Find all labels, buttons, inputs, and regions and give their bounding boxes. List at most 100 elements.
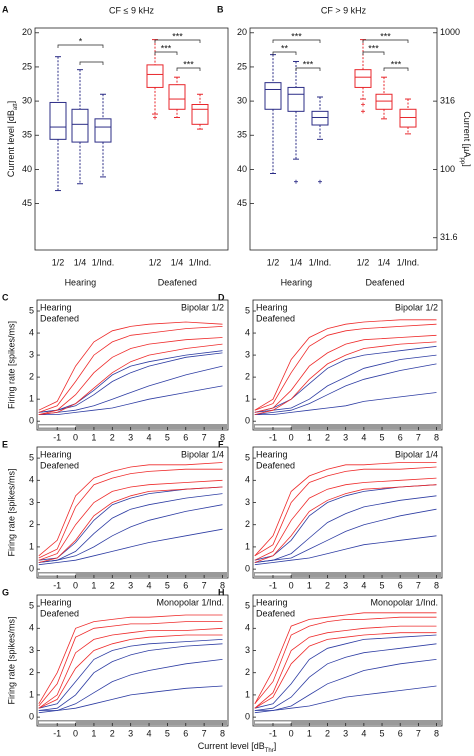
y-tick-label: 0 [29, 416, 34, 426]
box [354, 69, 372, 88]
y-tick-label: 5 [29, 600, 34, 610]
x-tick-label: 6 [398, 580, 403, 590]
y-tick-label: 1 [245, 541, 250, 551]
x-tick-label: 1 [307, 432, 312, 442]
y-tick-label: 0 [29, 711, 34, 721]
y-tick-label: 4 [29, 623, 34, 633]
rate-curve [254, 659, 437, 711]
x-tick-label: 1/4 [74, 257, 87, 267]
x-axis-label-sub: Thr [265, 748, 274, 754]
x-tick-label: 2 [325, 728, 330, 738]
group-label: Hearing [281, 277, 313, 287]
y-axis-label: Firing rate [spikes/ms] [6, 468, 16, 556]
legend-entry: Hearing [40, 302, 72, 312]
significance-label: *** [368, 43, 379, 53]
y-tick-label: 4 [245, 623, 250, 633]
box [264, 82, 282, 110]
y-tick-label: 5 [245, 600, 250, 610]
y-tick-label: 2 [29, 371, 34, 381]
x-tick-label: 1 [91, 432, 96, 442]
outlier [318, 179, 322, 184]
x-tick-label: 0 [289, 580, 294, 590]
x-tick-label: 5 [165, 432, 170, 442]
y-axis-label-end: ] [6, 101, 16, 104]
x-tick-label: 6 [398, 728, 403, 738]
panel-title: CF ≤ 9 kHz [109, 5, 154, 15]
x-tick-label: 3 [343, 580, 348, 590]
plot-frame [36, 594, 229, 727]
rate-curve [38, 639, 223, 709]
panel-title: Bipolar 1/4 [181, 449, 224, 459]
y-tick-label: 45 [22, 198, 32, 208]
x-tick-label: 8 [434, 728, 439, 738]
significance-label: *** [183, 59, 194, 69]
plot-frame [36, 299, 229, 431]
stimulus-bar [254, 572, 441, 577]
rate-curve [254, 477, 437, 561]
y-axis-label-sub: att [13, 103, 19, 110]
box [311, 110, 329, 126]
stimulus-bar-gap [39, 573, 76, 576]
rate-curve [38, 685, 223, 714]
rate-curve [254, 625, 437, 709]
rate-curve [38, 337, 223, 415]
x-tick-label: 5 [380, 728, 385, 738]
rate-curve [38, 493, 223, 563]
x-tick-label: -1 [269, 432, 277, 442]
legend-entry: Deafened [256, 460, 295, 470]
rate-curve [38, 343, 223, 415]
y-tick-label: 25 [22, 61, 32, 71]
x-tick-label: 1/4 [171, 257, 184, 267]
x-tick-label: 3 [128, 580, 133, 590]
significance-bracket [154, 51, 178, 55]
y-tick-label: 4 [29, 475, 34, 485]
x-tick-label: 5 [380, 432, 385, 442]
x-tick-label: 4 [147, 580, 152, 590]
rate-curve [254, 484, 437, 561]
box [399, 108, 417, 128]
x-tick-label: 8 [220, 580, 225, 590]
box [49, 101, 67, 140]
x-tick-label: 3 [128, 432, 133, 442]
stimulus-bar-gap [39, 425, 76, 428]
legend-entry: Deafened [40, 313, 79, 323]
rate-curve [254, 484, 437, 563]
x-tick-label: 4 [147, 728, 152, 738]
stimulus-bar-gap [39, 721, 76, 724]
x-tick-label: -1 [53, 432, 61, 442]
y2-tick-label: 100 [440, 164, 455, 174]
x-tick-label: 1/2 [267, 257, 280, 267]
significance-bracket [79, 61, 104, 65]
x-tick-label: 8 [434, 580, 439, 590]
y-tick-label: 35 [237, 130, 247, 140]
rate-curve [38, 468, 223, 559]
panel-letter: A [2, 4, 9, 14]
rate-curve [254, 616, 437, 705]
y-tick-label: 35 [22, 130, 32, 140]
panel-title: CF > 9 kHz [321, 5, 367, 15]
rate-curve [38, 627, 223, 709]
x-tick-label: 2 [110, 580, 115, 590]
rate-curve [38, 486, 223, 563]
x-tick-label: 0 [73, 580, 78, 590]
legend-entry: Hearing [40, 449, 72, 459]
significance-label: * [79, 36, 83, 46]
outlier [294, 179, 298, 184]
x-tick-label: 7 [202, 728, 207, 738]
rate-curve [254, 392, 437, 415]
significance-bracket [272, 39, 321, 43]
rate-curve [254, 345, 437, 413]
stimulus-bar [38, 720, 227, 725]
y-tick-label: 5 [29, 452, 34, 462]
box [191, 104, 209, 125]
x-tick-label: 2 [325, 432, 330, 442]
x-tick-label: 3 [343, 728, 348, 738]
rate-curve [254, 685, 437, 714]
group-label: Deafened [158, 277, 197, 287]
legend-entry: Deafened [256, 313, 295, 323]
